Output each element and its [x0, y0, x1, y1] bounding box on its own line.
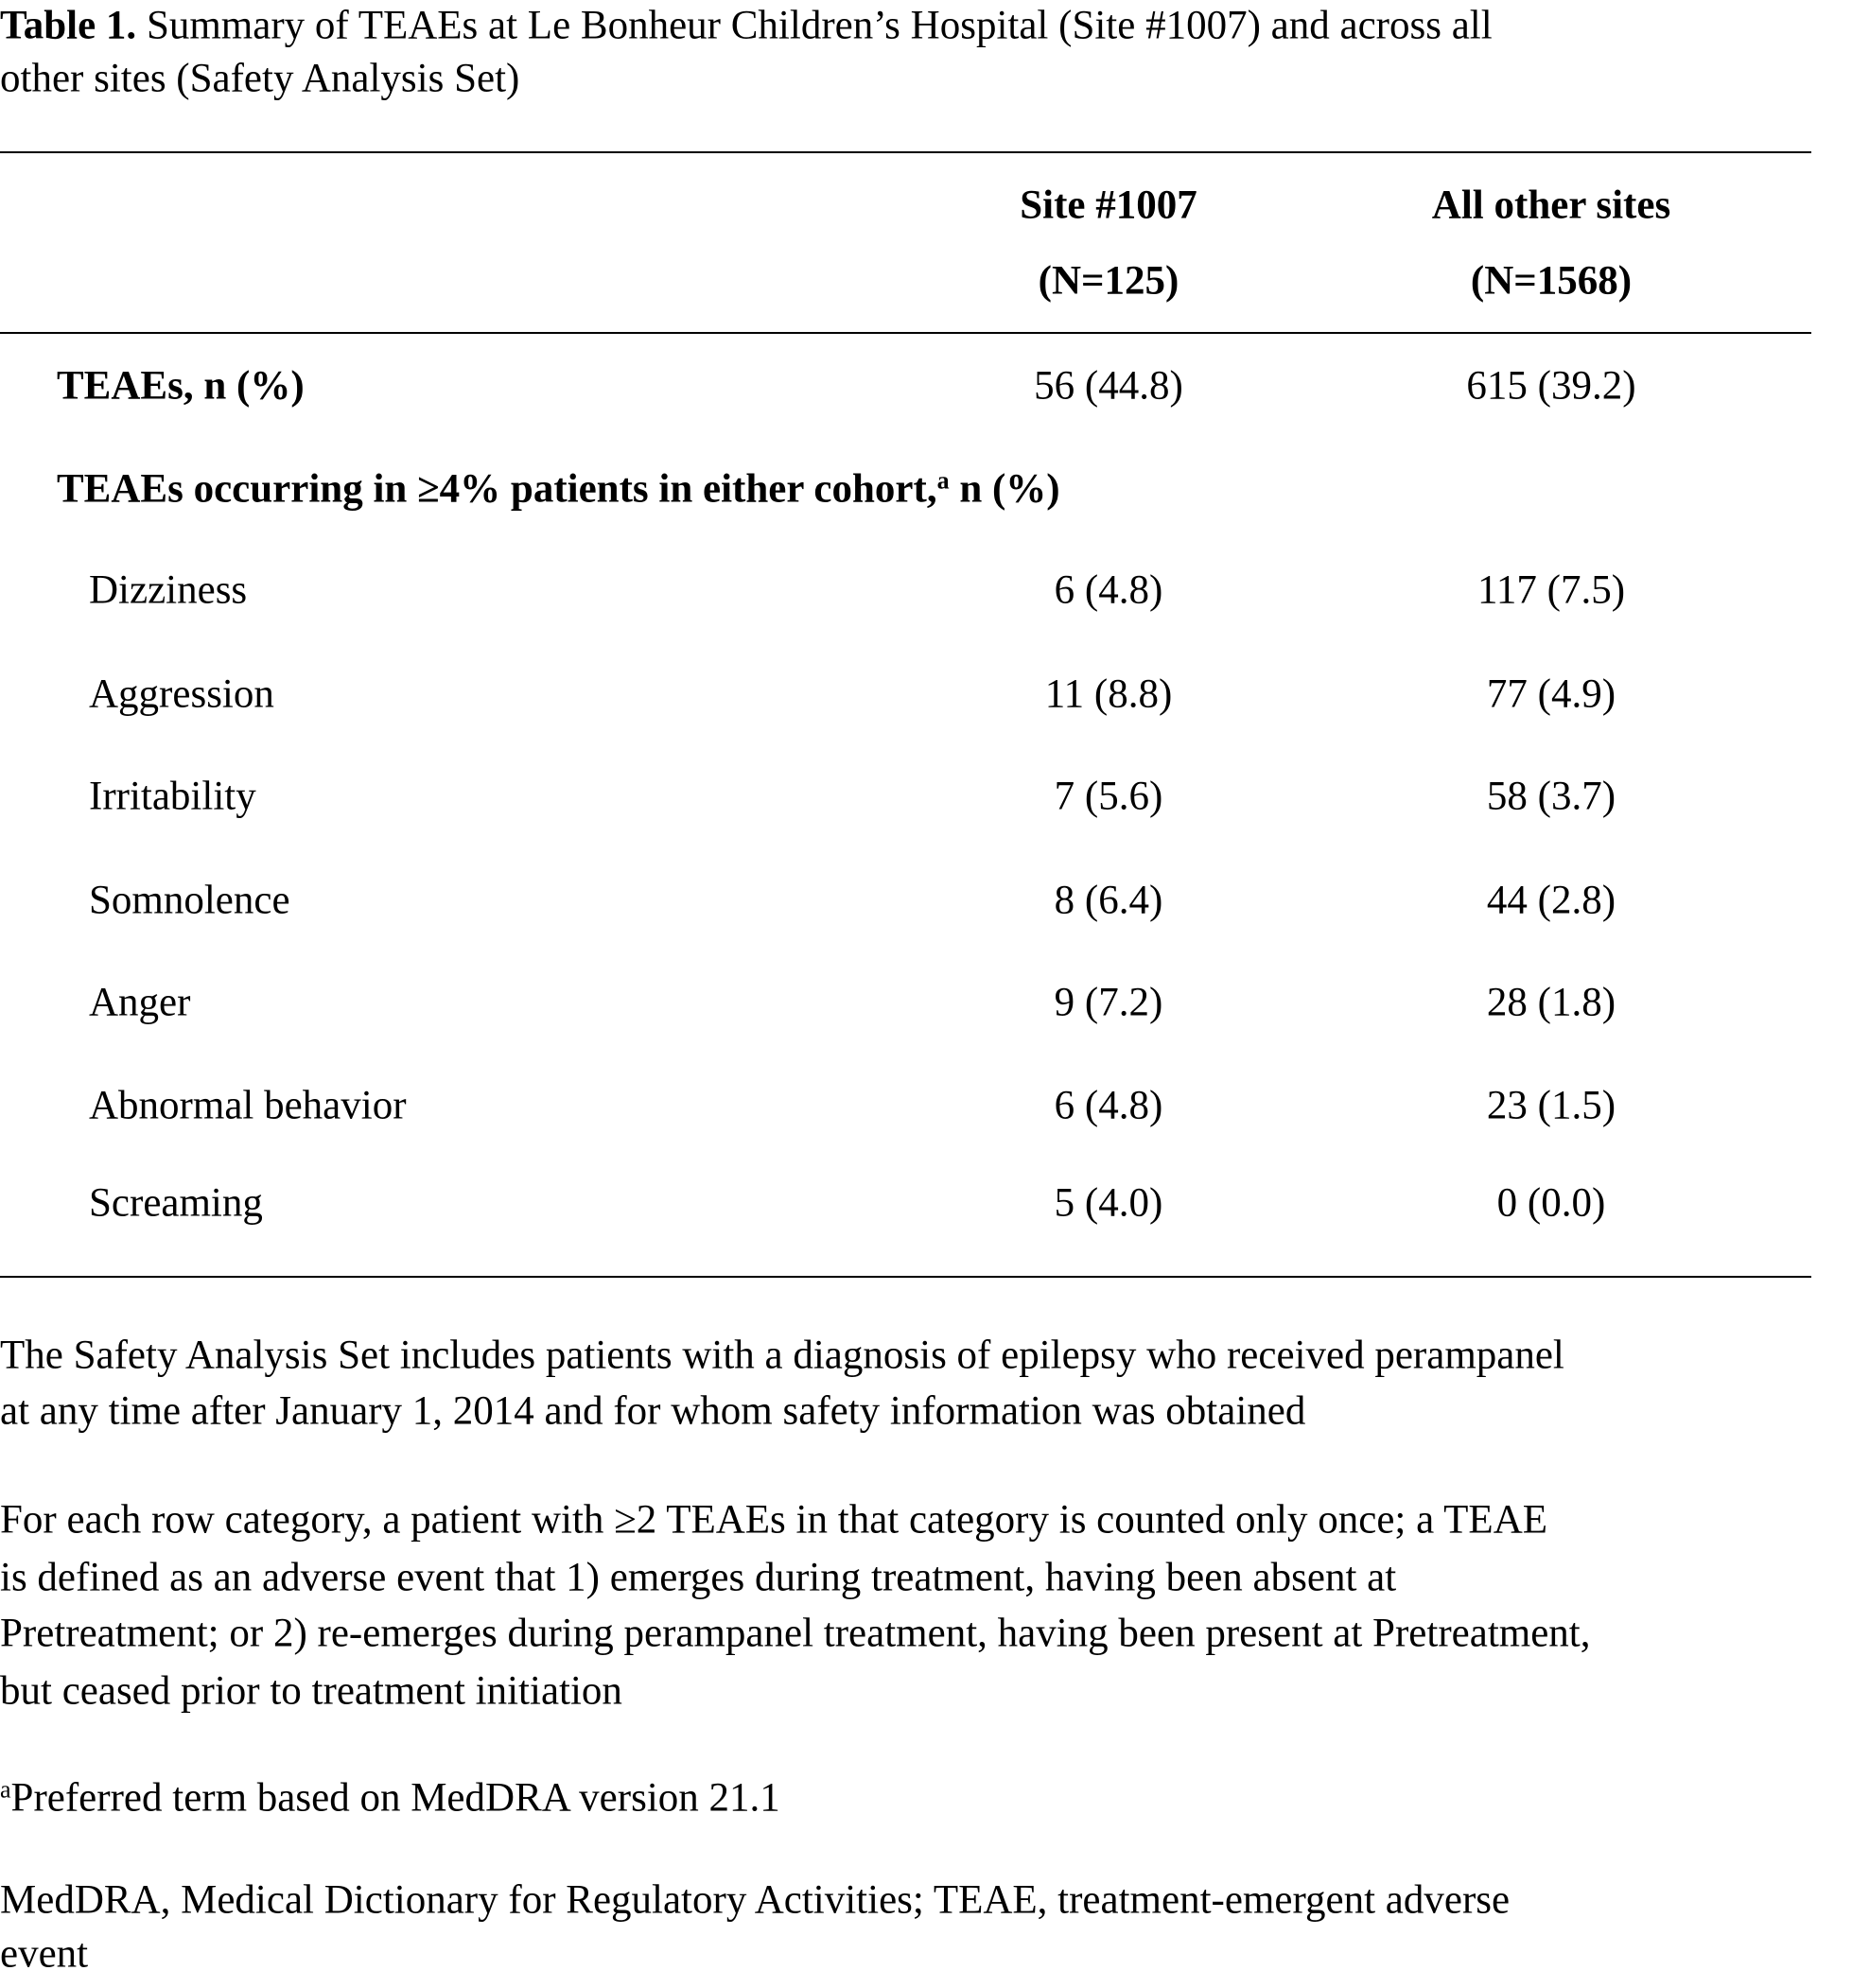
superscript: a — [936, 466, 950, 495]
footnote-line: The Safety Analysis Set includes patient… — [0, 1333, 1564, 1378]
cell: 56 (44.8) — [1034, 363, 1183, 409]
cell: 11 (8.8) — [1044, 671, 1173, 717]
cell: 0 (0.0) — [1496, 1180, 1606, 1226]
row-label: Irritability — [89, 774, 256, 819]
cell: 44 (2.8) — [1486, 878, 1616, 923]
section-label: TEAEs occurring in ≥4% patients in eithe… — [57, 466, 1060, 512]
cell: 9 (7.2) — [1054, 980, 1163, 1025]
title-text: Summary of TEAEs at Le Bonheur Children’… — [136, 3, 1493, 48]
cell: 23 (1.5) — [1486, 1083, 1616, 1128]
footnote-text: Preferred term based on MedDRA version 2… — [10, 1775, 780, 1821]
footnote-line: at any time after January 1, 2014 and fo… — [0, 1388, 1306, 1434]
row-label: Abnormal behavior — [89, 1083, 407, 1128]
row-label: Anger — [89, 980, 191, 1025]
column-header: Site #1007 — [1020, 183, 1197, 228]
footnote-line: is defined as an adverse event that 1) e… — [0, 1555, 1397, 1600]
footnote-line: event — [0, 1931, 89, 1977]
cell: 8 (6.4) — [1054, 878, 1163, 923]
header-rule — [0, 332, 1811, 334]
footnote-line: aPreferred term based on MedDRA version … — [0, 1775, 780, 1821]
footnote-line: For each row category, a patient with ≥2… — [0, 1497, 1548, 1543]
row-label: TEAEs, n (%) — [57, 363, 305, 409]
column-n: (N=125) — [1038, 258, 1179, 304]
cell: 58 (3.7) — [1486, 774, 1616, 819]
row-label: Screaming — [89, 1180, 263, 1226]
title-text: other sites (Safety Analysis Set) — [0, 56, 520, 101]
cell: 7 (5.6) — [1054, 774, 1163, 819]
superscript: a — [0, 1775, 11, 1804]
cell: 6 (4.8) — [1054, 1083, 1163, 1128]
title: Table 1. Summary of TEAEs at Le Bonheur … — [0, 6, 1493, 46]
column-header: All other sites — [1431, 183, 1671, 228]
footnote-line: MedDRA, Medical Dictionary for Regulator… — [0, 1877, 1511, 1923]
bottom-rule — [0, 1276, 1811, 1278]
row-label: Dizziness — [89, 567, 248, 613]
cell: 28 (1.8) — [1486, 980, 1616, 1025]
cell: 6 (4.8) — [1054, 567, 1163, 613]
section-text: TEAEs occurring in ≥4% patients in eithe… — [57, 466, 937, 512]
row-label: Aggression — [89, 671, 274, 717]
cell: 5 (4.0) — [1054, 1180, 1163, 1226]
cell: 77 (4.9) — [1486, 671, 1616, 717]
top-rule — [0, 151, 1811, 153]
row-label: Somnolence — [89, 878, 290, 923]
cell: 615 (39.2) — [1466, 363, 1636, 409]
section-text: n (%) — [949, 466, 1060, 512]
footnote-line: but ceased prior to treatment initiation — [0, 1668, 622, 1714]
cell: 117 (7.5) — [1476, 567, 1626, 613]
column-n: (N=1568) — [1470, 258, 1633, 304]
footnote-line: Pretreatment; or 2) re-emerges during pe… — [0, 1611, 1591, 1656]
table-label: Table 1. — [0, 3, 137, 48]
